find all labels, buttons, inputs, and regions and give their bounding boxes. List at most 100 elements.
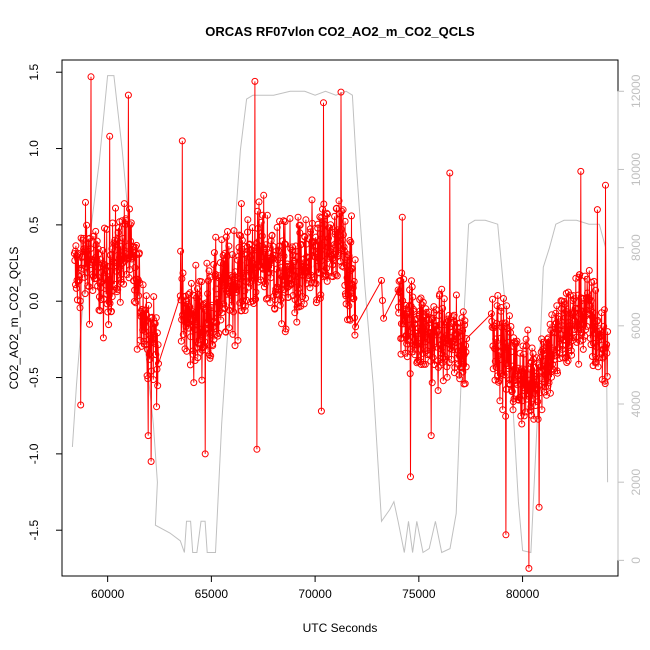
co2-point bbox=[153, 329, 161, 337]
co2-point bbox=[231, 342, 239, 350]
co2-point bbox=[599, 354, 607, 362]
co2-point bbox=[579, 336, 587, 344]
co2-point bbox=[261, 249, 269, 257]
co2-point bbox=[296, 229, 304, 237]
co2-point bbox=[450, 318, 458, 326]
y-tick-label: -1.5 bbox=[27, 520, 41, 541]
co2-point bbox=[429, 344, 437, 352]
co2-point bbox=[103, 225, 111, 233]
co2-point bbox=[419, 298, 427, 306]
co2-point bbox=[114, 286, 122, 294]
co2-point bbox=[262, 295, 270, 303]
co2-point bbox=[281, 328, 289, 336]
co2-point bbox=[463, 335, 471, 343]
co2-point bbox=[112, 204, 119, 212]
co2-point bbox=[179, 331, 187, 338]
co2-point bbox=[75, 277, 83, 285]
chart-title: ORCAS RF07vlon CO2_AO2_m_CO2_QCLS bbox=[205, 24, 475, 39]
co2-point bbox=[230, 308, 238, 316]
co2-point bbox=[258, 242, 266, 250]
co2-point bbox=[534, 361, 542, 369]
co2-point bbox=[396, 288, 404, 295]
co2-point bbox=[141, 327, 149, 335]
co2-point bbox=[306, 284, 314, 292]
co2-point bbox=[351, 314, 358, 322]
co2-point bbox=[441, 353, 449, 361]
co2-point bbox=[526, 407, 534, 415]
co2-point bbox=[244, 271, 252, 279]
co2-point bbox=[601, 380, 609, 388]
co2-point bbox=[513, 381, 521, 389]
co2-point bbox=[521, 367, 529, 375]
co2-point bbox=[338, 262, 346, 270]
co2-point bbox=[592, 355, 600, 363]
co2-point bbox=[380, 314, 388, 322]
co2-point bbox=[87, 73, 95, 81]
co2-point bbox=[71, 257, 79, 264]
co2-point bbox=[266, 299, 274, 307]
co2-point bbox=[237, 232, 245, 240]
co2-point bbox=[263, 211, 271, 219]
co2-point bbox=[313, 262, 321, 270]
co2-point bbox=[210, 249, 218, 257]
co2-point bbox=[79, 234, 87, 242]
co2-point bbox=[517, 412, 525, 420]
altitude-line bbox=[71, 75, 609, 554]
co2-point bbox=[282, 240, 290, 248]
co2-point bbox=[116, 298, 124, 306]
co2-point bbox=[244, 228, 251, 236]
y2-tick-label: 0 bbox=[629, 557, 643, 564]
co2-point bbox=[571, 305, 579, 312]
co2-point bbox=[570, 295, 578, 303]
co2-point bbox=[323, 209, 331, 217]
co2-point bbox=[190, 291, 198, 299]
co2-line bbox=[73, 76, 609, 569]
co2-point bbox=[276, 217, 284, 225]
co2-point bbox=[103, 300, 111, 308]
co2-point bbox=[186, 361, 194, 369]
co2-point bbox=[572, 274, 580, 282]
co2-point bbox=[114, 229, 122, 237]
co2-point bbox=[105, 263, 113, 270]
co2-point bbox=[589, 309, 597, 316]
co2-point bbox=[335, 197, 343, 205]
co2-point bbox=[494, 352, 502, 360]
co2-point bbox=[379, 297, 386, 304]
co2-point bbox=[533, 354, 541, 362]
co2-point bbox=[492, 335, 500, 343]
co2-point bbox=[187, 279, 195, 287]
co2-point bbox=[597, 332, 605, 340]
co2-point bbox=[575, 360, 583, 368]
co2-point bbox=[263, 245, 271, 253]
co2-point bbox=[151, 340, 159, 348]
co2-point bbox=[105, 321, 113, 329]
co2-point bbox=[192, 318, 200, 325]
co2-point bbox=[600, 306, 608, 314]
co2-point bbox=[334, 226, 342, 234]
co2-point bbox=[419, 328, 427, 336]
co2-point bbox=[577, 167, 585, 175]
co2-point bbox=[320, 220, 328, 228]
co2-point bbox=[345, 252, 353, 260]
co2-point bbox=[347, 238, 355, 246]
co2-point bbox=[242, 251, 250, 259]
co2-point bbox=[147, 458, 155, 465]
co2-point bbox=[310, 238, 318, 246]
co2-series bbox=[70, 73, 612, 572]
co2-point bbox=[86, 320, 93, 328]
co2-point bbox=[233, 283, 241, 291]
co2-point bbox=[417, 361, 425, 368]
co2-point bbox=[560, 326, 568, 334]
y2-tick-label: 12000 bbox=[629, 74, 643, 108]
co2-point bbox=[524, 326, 532, 334]
co2-point bbox=[136, 336, 144, 344]
co2-point bbox=[318, 246, 326, 253]
y-axis-label: CO2_AO2_m_CO2_QCLS bbox=[7, 247, 21, 390]
co2-point bbox=[90, 232, 98, 240]
co2-point bbox=[515, 396, 523, 404]
co2-point bbox=[120, 200, 128, 208]
co2-point bbox=[435, 331, 443, 339]
co2-point bbox=[131, 264, 139, 272]
co2-point bbox=[204, 290, 212, 298]
co2-point bbox=[118, 270, 126, 278]
